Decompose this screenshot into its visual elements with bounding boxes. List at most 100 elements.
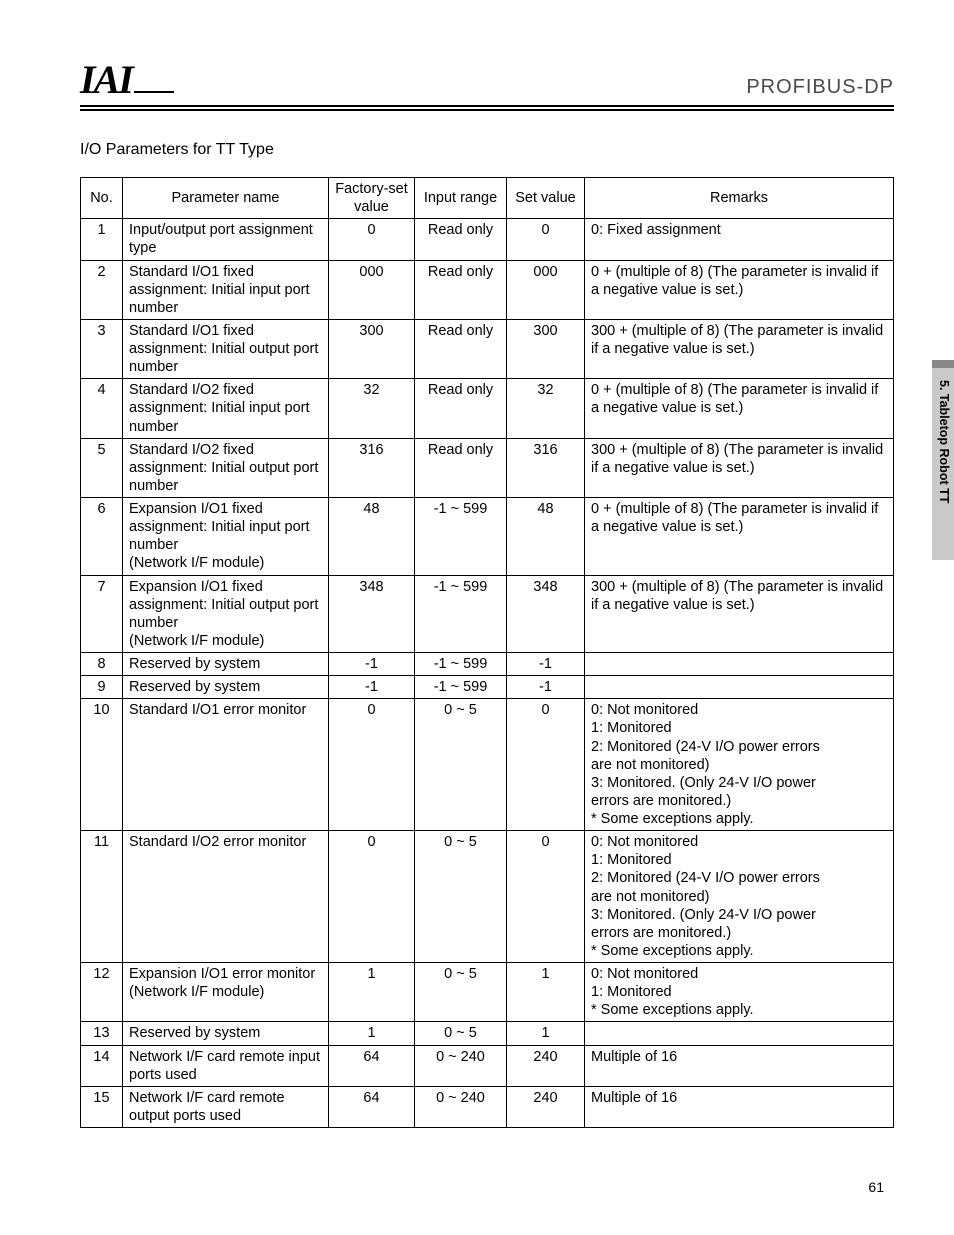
table-row: 9Reserved by system-1-1 ~ 599-1: [81, 676, 894, 699]
cell-remarks: 0 + (multiple of 8) (The parameter is in…: [585, 379, 894, 438]
page-number: 61: [868, 1179, 884, 1195]
cell-remarks: Multiple of 16: [585, 1045, 894, 1086]
cell-name: Standard I/O1 fixed assignment: Initial …: [123, 319, 329, 378]
cell-no: 2: [81, 260, 123, 319]
cell-input-range: 0 ~ 5: [415, 831, 507, 963]
cell-set-value: 300: [507, 319, 585, 378]
cell-remarks: 0: Not monitored 1: Monitored 2: Monitor…: [585, 699, 894, 831]
cell-name: Expansion I/O1 fixed assignment: Initial…: [123, 498, 329, 576]
cell-name: Standard I/O2 fixed assignment: Initial …: [123, 379, 329, 438]
cell-no: 8: [81, 653, 123, 676]
cell-set-value: 240: [507, 1045, 585, 1086]
cell-factory-set: 0: [329, 831, 415, 963]
cell-factory-set: 000: [329, 260, 415, 319]
cell-name: Input/output port assignment type: [123, 219, 329, 260]
table-row: 5Standard I/O2 fixed assignment: Initial…: [81, 438, 894, 497]
cell-set-value: 48: [507, 498, 585, 576]
cell-factory-set: 0: [329, 219, 415, 260]
table-row: 15Network I/F card remote output ports u…: [81, 1086, 894, 1127]
cell-name: Reserved by system: [123, 1022, 329, 1045]
cell-input-range: 0 ~ 5: [415, 963, 507, 1022]
logo-text: IAI: [80, 60, 132, 100]
cell-input-range: -1 ~ 599: [415, 676, 507, 699]
cell-set-value: 0: [507, 699, 585, 831]
page: IAI PROFIBUS-DP I/O Parameters for TT Ty…: [0, 0, 954, 1128]
cell-name: Standard I/O1 fixed assignment: Initial …: [123, 260, 329, 319]
cell-input-range: 0 ~ 5: [415, 699, 507, 831]
table-row: 10Standard I/O1 error monitor00 ~ 500: N…: [81, 699, 894, 831]
cell-no: 3: [81, 319, 123, 378]
cell-remarks: 0: Not monitored 1: Monitored * Some exc…: [585, 963, 894, 1022]
col-header-input-range: Input range: [415, 178, 507, 219]
table-row: 6Expansion I/O1 fixed assignment: Initia…: [81, 498, 894, 576]
cell-no: 9: [81, 676, 123, 699]
cell-no: 12: [81, 963, 123, 1022]
cell-name: Expansion I/O1 error monitor (Network I/…: [123, 963, 329, 1022]
cell-factory-set: 1: [329, 963, 415, 1022]
cell-set-value: 240: [507, 1086, 585, 1127]
cell-input-range: -1 ~ 599: [415, 575, 507, 653]
cell-input-range: Read only: [415, 260, 507, 319]
cell-remarks: [585, 653, 894, 676]
cell-no: 11: [81, 831, 123, 963]
table-row: 11Standard I/O2 error monitor00 ~ 500: N…: [81, 831, 894, 963]
logo: IAI: [80, 60, 174, 103]
cell-factory-set: 64: [329, 1045, 415, 1086]
col-header-factory-set: Factory-set value: [329, 178, 415, 219]
table-row: 2Standard I/O1 fixed assignment: Initial…: [81, 260, 894, 319]
cell-input-range: -1 ~ 599: [415, 653, 507, 676]
cell-remarks: 0 + (multiple of 8) (The parameter is in…: [585, 260, 894, 319]
cell-set-value: 316: [507, 438, 585, 497]
table-header-row: No. Parameter name Factory-set value Inp…: [81, 178, 894, 219]
cell-set-value: 1: [507, 1022, 585, 1045]
table-row: 7Expansion I/O1 fixed assignment: Initia…: [81, 575, 894, 653]
logo-line-icon: [134, 91, 174, 93]
cell-name: Network I/F card remote input ports used: [123, 1045, 329, 1086]
cell-factory-set: -1: [329, 676, 415, 699]
cell-input-range: 0 ~ 240: [415, 1045, 507, 1086]
cell-no: 1: [81, 219, 123, 260]
cell-input-range: Read only: [415, 319, 507, 378]
cell-factory-set: 1: [329, 1022, 415, 1045]
cell-set-value: 000: [507, 260, 585, 319]
cell-remarks: 0 + (multiple of 8) (The parameter is in…: [585, 498, 894, 576]
cell-factory-set: 300: [329, 319, 415, 378]
cell-remarks: 300 + (multiple of 8) (The parameter is …: [585, 438, 894, 497]
cell-name: Reserved by system: [123, 676, 329, 699]
cell-remarks: [585, 676, 894, 699]
cell-remarks: [585, 1022, 894, 1045]
cell-factory-set: 48: [329, 498, 415, 576]
cell-no: 14: [81, 1045, 123, 1086]
table-row: 14Network I/F card remote input ports us…: [81, 1045, 894, 1086]
cell-no: 13: [81, 1022, 123, 1045]
table-row: 13Reserved by system10 ~ 51: [81, 1022, 894, 1045]
cell-set-value: 1: [507, 963, 585, 1022]
cell-set-value: 0: [507, 219, 585, 260]
cell-set-value: -1: [507, 676, 585, 699]
cell-set-value: -1: [507, 653, 585, 676]
cell-no: 6: [81, 498, 123, 576]
table-row: 3Standard I/O1 fixed assignment: Initial…: [81, 319, 894, 378]
col-header-name: Parameter name: [123, 178, 329, 219]
col-header-no: No.: [81, 178, 123, 219]
cell-name: Expansion I/O1 fixed assignment: Initial…: [123, 575, 329, 653]
cell-remarks: 300 + (multiple of 8) (The parameter is …: [585, 575, 894, 653]
cell-name: Standard I/O2 error monitor: [123, 831, 329, 963]
cell-factory-set: 316: [329, 438, 415, 497]
cell-name: Network I/F card remote output ports use…: [123, 1086, 329, 1127]
cell-input-range: Read only: [415, 379, 507, 438]
cell-input-range: -1 ~ 599: [415, 498, 507, 576]
cell-no: 4: [81, 379, 123, 438]
table-row: 8Reserved by system-1-1 ~ 599-1: [81, 653, 894, 676]
page-header: IAI PROFIBUS-DP: [80, 60, 894, 111]
cell-no: 10: [81, 699, 123, 831]
brand-label: PROFIBUS-DP: [746, 76, 894, 103]
cell-factory-set: 0: [329, 699, 415, 831]
cell-name: Reserved by system: [123, 653, 329, 676]
table-row: 12Expansion I/O1 error monitor (Network …: [81, 963, 894, 1022]
cell-input-range: 0 ~ 5: [415, 1022, 507, 1045]
table-body: 1Input/output port assignment type0Read …: [81, 219, 894, 1128]
cell-set-value: 32: [507, 379, 585, 438]
cell-factory-set: 32: [329, 379, 415, 438]
cell-factory-set: 64: [329, 1086, 415, 1127]
